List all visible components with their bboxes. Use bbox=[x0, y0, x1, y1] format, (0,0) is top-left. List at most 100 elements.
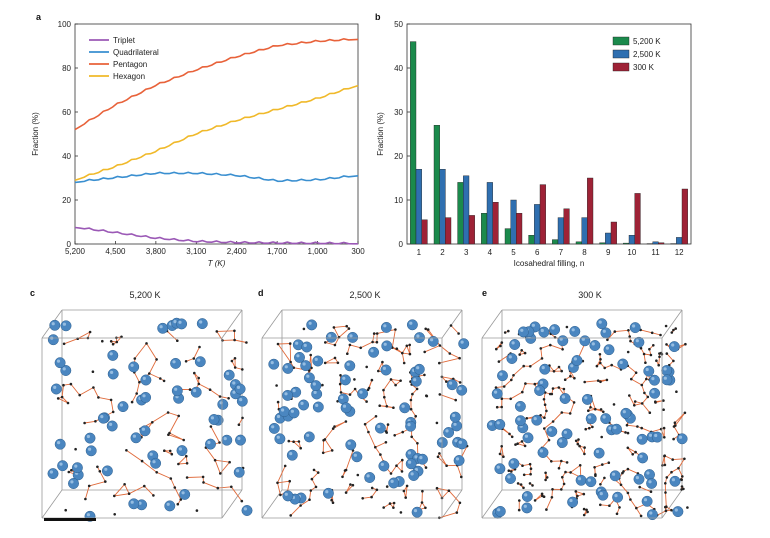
node-d bbox=[405, 484, 409, 488]
node-e bbox=[670, 508, 673, 512]
node-d bbox=[288, 479, 291, 483]
y-tick-label-b: 30 bbox=[394, 108, 403, 117]
atom-highlight-c bbox=[130, 363, 134, 367]
bond-d bbox=[324, 357, 336, 364]
atom-highlight-e bbox=[523, 504, 527, 508]
bar-2500k-n11 bbox=[652, 241, 659, 245]
atom-highlight-e bbox=[648, 433, 653, 437]
atom-c bbox=[176, 318, 188, 330]
x-axis-label-b: Icosahedral filling, n bbox=[514, 259, 585, 268]
atom-d bbox=[405, 458, 417, 470]
atom-highlight-e bbox=[507, 475, 511, 479]
node-e bbox=[662, 399, 665, 402]
atom-highlight-e bbox=[678, 435, 683, 439]
bond-d bbox=[439, 357, 460, 364]
x-tick-label-a: 3,800 bbox=[146, 247, 167, 256]
bond-d bbox=[392, 347, 403, 354]
node-e bbox=[628, 394, 631, 397]
atom-highlight-d bbox=[460, 340, 464, 344]
node-e bbox=[574, 439, 578, 443]
atom-d bbox=[364, 472, 376, 483]
bond-d bbox=[410, 408, 417, 417]
x-tick-label-b: 4 bbox=[488, 248, 493, 257]
node-e bbox=[502, 455, 505, 458]
node-d bbox=[276, 342, 280, 346]
atom-c bbox=[157, 322, 169, 334]
bond-e bbox=[664, 455, 673, 461]
node-e bbox=[593, 466, 596, 469]
bond-c bbox=[152, 412, 169, 423]
node-d bbox=[351, 483, 355, 487]
atom-d bbox=[399, 402, 411, 414]
bar-2500k-n3 bbox=[463, 175, 470, 245]
node-d bbox=[445, 380, 448, 383]
x-tick-label-a: 5,200 bbox=[65, 247, 86, 256]
node-e bbox=[572, 401, 576, 404]
bar-300k-n1 bbox=[421, 219, 428, 245]
bond-d bbox=[290, 505, 301, 516]
node-e bbox=[662, 408, 665, 411]
structure-d-svg bbox=[261, 309, 470, 520]
node-e bbox=[495, 405, 499, 409]
node-e bbox=[578, 444, 581, 448]
bond-d bbox=[390, 465, 397, 474]
atom-d bbox=[408, 470, 420, 481]
x-tick-label-b: 5 bbox=[511, 248, 516, 257]
node-d bbox=[370, 486, 374, 490]
atom-highlight-e bbox=[584, 396, 588, 400]
node-d bbox=[324, 341, 327, 344]
atom-c bbox=[107, 349, 119, 361]
atom-highlight-e bbox=[651, 390, 655, 394]
atom-e bbox=[491, 388, 503, 400]
bond-c bbox=[205, 447, 216, 461]
bond-c bbox=[136, 382, 140, 394]
atom-d bbox=[443, 427, 455, 438]
node-e bbox=[585, 508, 588, 512]
bond-d bbox=[324, 439, 333, 451]
node-c bbox=[94, 420, 97, 423]
panel-label-d: d bbox=[258, 288, 264, 298]
node-e bbox=[621, 471, 624, 475]
atom-d bbox=[282, 490, 294, 502]
node-c bbox=[179, 498, 183, 501]
atom-highlight-d bbox=[383, 324, 387, 328]
node-e bbox=[521, 390, 524, 394]
bond-d bbox=[406, 345, 411, 355]
node-d bbox=[401, 351, 404, 355]
bar-5200k-n8 bbox=[575, 241, 582, 245]
atom-e bbox=[649, 387, 661, 399]
node-c bbox=[213, 458, 217, 462]
atom-c bbox=[205, 438, 216, 450]
legend-label-b: 300 K bbox=[633, 63, 655, 72]
node-d bbox=[338, 382, 342, 386]
node-d bbox=[359, 346, 362, 350]
node-e bbox=[603, 366, 606, 370]
node-d bbox=[424, 466, 428, 469]
node-e bbox=[627, 329, 630, 332]
node-e bbox=[524, 382, 527, 385]
bond-e bbox=[534, 493, 543, 501]
scale-bar bbox=[44, 518, 96, 521]
node-e bbox=[643, 391, 646, 395]
x-tick-label-b: 7 bbox=[559, 248, 564, 257]
y-tick-label-a: 20 bbox=[62, 196, 71, 205]
node-c bbox=[130, 400, 134, 404]
bar-300k-n7 bbox=[563, 208, 570, 245]
node-d bbox=[333, 425, 336, 428]
bond-e bbox=[635, 507, 642, 517]
atom-highlight-e bbox=[539, 449, 543, 453]
node-c bbox=[185, 454, 188, 458]
atom-c bbox=[49, 319, 61, 331]
atom-e bbox=[651, 431, 663, 443]
atom-highlight-e bbox=[619, 360, 623, 364]
node-d bbox=[404, 496, 407, 499]
atom-highlight-e bbox=[638, 436, 643, 440]
node-d bbox=[394, 383, 397, 387]
atom-highlight-d bbox=[313, 390, 317, 394]
node-c bbox=[159, 377, 162, 380]
atom-e bbox=[557, 335, 569, 347]
node-c bbox=[56, 397, 60, 400]
bar-5200k-n6 bbox=[528, 234, 535, 245]
atom-e bbox=[538, 326, 550, 338]
atom-d bbox=[268, 422, 280, 434]
